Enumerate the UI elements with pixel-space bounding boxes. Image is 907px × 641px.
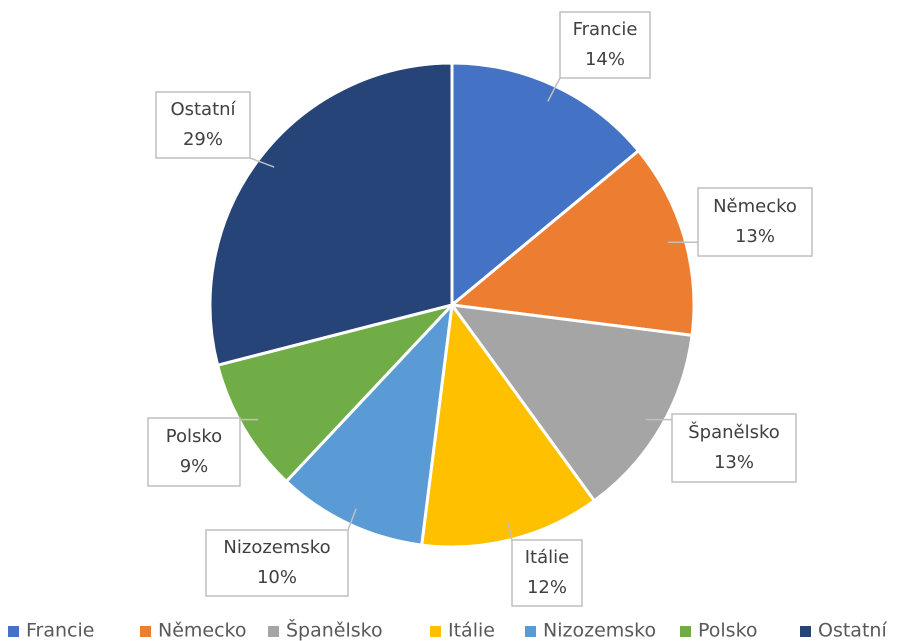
data-label-name: Francie [573, 19, 638, 40]
legend-label: Polsko [698, 620, 758, 641]
data-label-name: Nizozemsko [223, 537, 330, 558]
data-label-name: Německo [713, 196, 797, 217]
data-label-name: Ostatní [170, 99, 236, 120]
callout-box [147, 417, 241, 487]
data-label-value: 9% [180, 456, 209, 477]
legend-label: Ostatní [818, 620, 887, 641]
legend-swatch [268, 626, 279, 637]
pie-slice [284, 300, 455, 547]
legend-swatch [140, 626, 151, 637]
legend-label: Německo [158, 620, 247, 641]
callout-box [511, 539, 583, 607]
data-label-value: 13% [735, 226, 775, 247]
legend-swatch [800, 626, 811, 637]
data-label-name: Španělsko [688, 421, 780, 443]
callout-box [155, 91, 251, 159]
data-label-value: 12% [527, 577, 567, 598]
callout-pointer [249, 157, 275, 168]
callout-pointer [547, 77, 561, 102]
data-label-value: 14% [585, 49, 625, 70]
legend-label: Itálie [448, 620, 495, 641]
data-label-name: Polsko [166, 426, 222, 447]
legend-swatch [680, 626, 691, 637]
legend-label: Nizozemsko [543, 620, 656, 641]
callout-box [205, 529, 349, 597]
pie-slice [448, 303, 694, 503]
legend-swatch [8, 626, 19, 637]
data-label-value: 13% [714, 452, 754, 473]
legend-swatch [525, 626, 536, 637]
pie-slice [448, 148, 696, 338]
legend-label: Francie [26, 620, 94, 641]
data-label-value: 10% [257, 567, 297, 588]
data-label-name: Itálie [525, 547, 569, 568]
callout-box [559, 11, 651, 79]
callout-box [697, 187, 813, 257]
callout-pointer [347, 508, 357, 531]
data-label-value: 29% [183, 129, 223, 150]
callout-pointer [507, 522, 513, 541]
legend-swatch [430, 626, 441, 637]
callout-box [671, 413, 797, 483]
pie-slice [208, 61, 454, 368]
legend-label: Španělsko [286, 618, 383, 641]
pie-slice [215, 302, 457, 484]
